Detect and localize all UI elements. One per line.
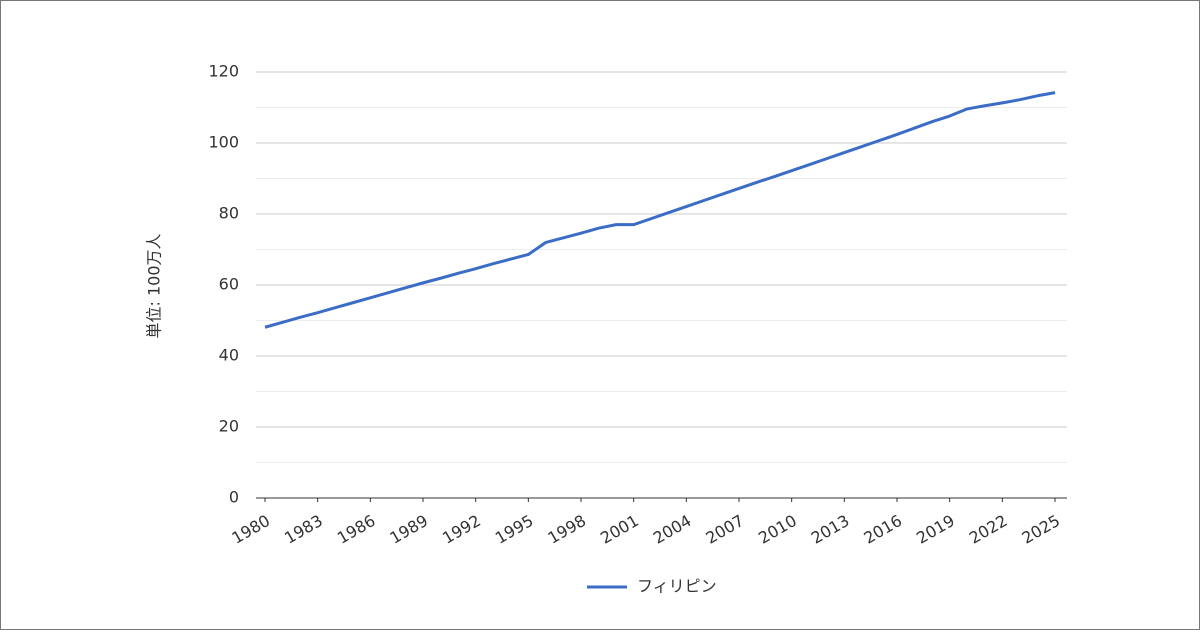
x-tick-label: 2022	[966, 511, 1011, 548]
y-tick-label: 60	[219, 275, 239, 294]
y-tick-label: 0	[229, 488, 239, 507]
y-axis-label: 単位: 100万人	[145, 233, 164, 338]
x-tick-label: 1980	[228, 511, 273, 548]
x-tick-label: 2007	[702, 511, 747, 548]
x-tick-label: 1995	[492, 511, 537, 548]
x-tick-label: 1998	[544, 511, 589, 548]
x-tick-label: 2016	[860, 511, 905, 548]
x-tick-label: 2025	[1018, 511, 1063, 548]
x-tick-label: 1986	[334, 511, 379, 548]
x-tick-label: 2004	[650, 511, 695, 548]
x-tick-label: 2019	[913, 511, 958, 548]
y-tick-label: 40	[219, 346, 239, 365]
y-tick-label: 20	[219, 417, 239, 436]
x-tick-label: 1992	[439, 511, 484, 548]
x-tick-label: 1983	[281, 511, 326, 548]
y-tick-label: 120	[208, 62, 239, 81]
legend-label: フィリピン	[637, 577, 717, 596]
line	[264, 91, 1056, 329]
y-tick-label: 100	[208, 133, 239, 152]
y-tick-label: 80	[219, 204, 239, 223]
x-tick-label: 2001	[597, 511, 642, 548]
x-tick-label: 2010	[755, 511, 800, 548]
x-tick-label: 1989	[386, 511, 431, 548]
x-tick-label: 2013	[808, 511, 853, 548]
